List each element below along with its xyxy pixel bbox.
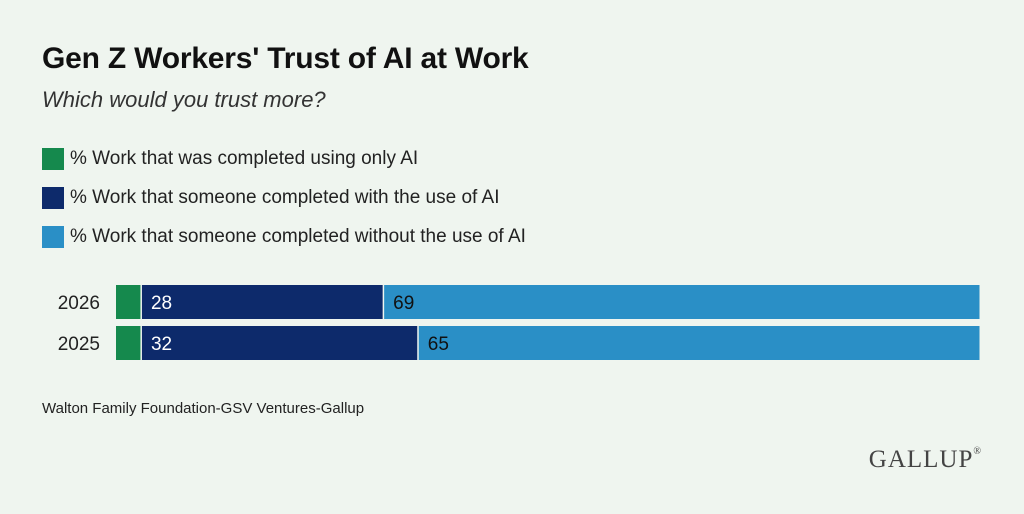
bar-2026-only-ai: [116, 285, 141, 319]
chart-title: Gen Z Workers' Trust of AI at Work: [42, 42, 529, 75]
legend-item-only-ai: % Work that was completed using only AI: [42, 148, 526, 170]
chart-subtitle: Which would you trust more?: [42, 87, 326, 112]
bar-2026-without-ai: [384, 285, 980, 319]
legend-swatch-with-ai: [42, 187, 64, 209]
data-label-2026-without-ai: 69: [393, 293, 414, 314]
gallup-logo: GALLUP®: [869, 446, 982, 474]
legend-swatch-only-ai: [42, 148, 64, 170]
stacked-bar-chart: 2026 28 69 2025 32 65: [58, 285, 980, 360]
legend: % Work that was completed using only AI …: [42, 148, 526, 265]
legend-label-without-ai: % Work that someone completed without th…: [70, 226, 526, 247]
legend-label-with-ai: % Work that someone completed with the u…: [70, 187, 500, 208]
bar-2026-with-ai: [141, 285, 383, 319]
data-label-2026-with-ai: 28: [151, 293, 172, 314]
legend-item-with-ai: % Work that someone completed with the u…: [42, 187, 526, 209]
legend-item-without-ai: % Work that someone completed without th…: [42, 226, 526, 248]
bar-2025-only-ai: [116, 326, 141, 360]
legend-swatch-without-ai: [42, 226, 64, 248]
legend-label-only-ai: % Work that was completed using only AI: [70, 148, 419, 169]
source-note: Walton Family Foundation-GSV Ventures-Ga…: [42, 400, 365, 417]
bar-2025-with-ai: [141, 326, 418, 360]
bar-2025-without-ai: [418, 326, 980, 360]
data-label-2025-without-ai: 65: [428, 334, 449, 355]
category-label-2025: 2025: [58, 334, 100, 355]
data-label-2025-with-ai: 32: [151, 334, 172, 355]
category-label-2026: 2026: [58, 293, 100, 314]
gallup-logo-text: GALLUP: [868, 446, 974, 473]
registered-mark: ®: [973, 446, 982, 457]
